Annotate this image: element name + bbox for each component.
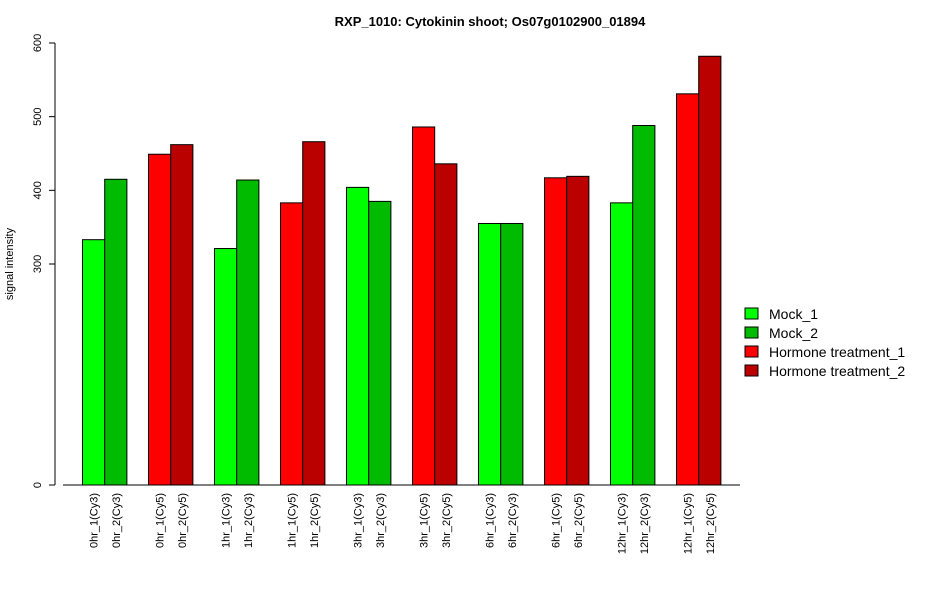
x-tick-label-15: 6hr_2(Cy5) [573, 493, 585, 548]
x-tick-label-16: 12hr_1(Cy3) [617, 493, 629, 554]
bar-6hr_1(Cy5) [544, 177, 568, 486]
x-tick-label-6: 1hr_1(Cy5) [287, 493, 299, 548]
bar-3hr_1(Cy3) [346, 186, 370, 486]
x-tick-label-11: 3hr_2(Cy5) [441, 493, 453, 548]
y-axis: 0 300 400 500 600 [32, 34, 56, 488]
bar-6hr_2(Cy3) [500, 222, 524, 486]
y-axis-label: signal intensity [4, 227, 16, 300]
bar-0hr_1(Cy5) [148, 153, 172, 486]
y-tick-label-0: 0 [32, 482, 44, 488]
bar-1hr_2(Cy5) [302, 141, 326, 486]
x-tick-label-17: 12hr_2(Cy3) [639, 493, 651, 554]
x-tick-label-5: 1hr_2(Cy3) [243, 493, 255, 548]
y-tick-label-2: 400 [32, 181, 44, 199]
bar-0hr_2(Cy3) [104, 178, 128, 486]
bar-1hr_2(Cy3) [236, 179, 260, 486]
bar-0hr_1(Cy3) [82, 239, 106, 486]
legend-swatch-3 [744, 364, 759, 377]
x-tick-label-10: 3hr_1(Cy5) [419, 493, 431, 548]
legend: Mock_1 Mock_2 Hormone treatment_1 Hormone t… [744, 306, 905, 379]
legend-label-2: Hormone treatment_1 [769, 344, 905, 360]
x-tick-label-7: 1hr_2(Cy5) [309, 493, 321, 548]
bars [82, 55, 722, 486]
x-tick-label-14: 6hr_1(Cy5) [551, 493, 563, 548]
legend-swatch-0 [744, 307, 759, 320]
y-tick-label-3: 500 [32, 107, 44, 125]
bar-1hr_1(Cy3) [214, 248, 238, 486]
x-tick-label-4: 1hr_1(Cy3) [221, 493, 233, 548]
x-tick-label-13: 6hr_2(Cy3) [507, 493, 519, 548]
bar-3hr_2(Cy3) [368, 200, 392, 486]
y-tick-label-1: 300 [32, 255, 44, 273]
bar-12hr_1(Cy3) [610, 202, 634, 486]
x-tick-label-19: 12hr_2(Cy5) [705, 493, 717, 554]
chart-title: RXP_1010: Cytokinin shoot; Os07g0102900_… [335, 14, 646, 29]
bar-0hr_2(Cy5) [170, 144, 194, 486]
x-tick-label-9: 3hr_2(Cy3) [375, 493, 387, 548]
x-tick-label-3: 0hr_2(Cy5) [177, 493, 189, 548]
x-tick-label-2: 0hr_1(Cy5) [155, 493, 167, 548]
bar-3hr_1(Cy5) [412, 126, 436, 486]
bar-12hr_2(Cy3) [632, 125, 656, 486]
bar-12hr_1(Cy5) [676, 93, 700, 486]
bar-6hr_1(Cy3) [478, 222, 502, 486]
x-tick-label-1: 0hr_2(Cy3) [111, 493, 123, 548]
bar-1hr_1(Cy5) [280, 202, 304, 486]
y-tick-label-4: 600 [32, 34, 44, 52]
legend-swatch-2 [744, 345, 759, 358]
x-tick-label-18: 12hr_1(Cy5) [683, 493, 695, 554]
legend-label-0: Mock_1 [769, 306, 818, 322]
bar-6hr_2(Cy5) [566, 175, 590, 486]
x-tick-label-0: 0hr_1(Cy3) [89, 493, 101, 548]
x-tick-label-8: 3hr_1(Cy3) [353, 493, 365, 548]
bar-12hr_2(Cy5) [698, 55, 722, 486]
x-tick-labels: 0hr_1(Cy3) 0hr_2(Cy3) 0hr_1(Cy5) 0hr_2(Cy5)… [89, 493, 717, 554]
legend-label-1: Mock_2 [769, 325, 818, 341]
legend-label-3: Hormone treatment_2 [769, 363, 905, 379]
legend-swatch-1 [744, 326, 759, 339]
x-tick-label-12: 6hr_1(Cy3) [485, 493, 497, 548]
bar-3hr_2(Cy5) [434, 163, 458, 486]
